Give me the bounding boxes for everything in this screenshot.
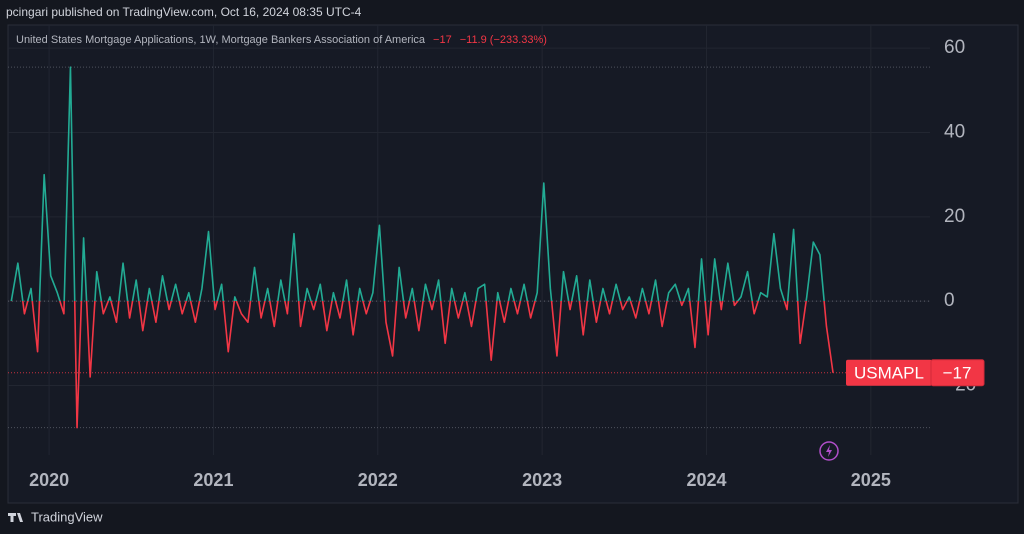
x-tick-label: 2021 (193, 470, 233, 490)
badge-value-bg (930, 359, 985, 387)
y-tick-label: 40 (944, 122, 965, 143)
chart-title: United States Mortgage Applications, 1W,… (16, 34, 426, 46)
chart-frame (7, 24, 1019, 504)
x-tick-label: 2020 (29, 470, 69, 490)
brand: TradingView (8, 509, 103, 524)
legend-header: United States Mortgage Applications, 1W,… (16, 34, 547, 46)
x-tick-label: 2023 (522, 470, 562, 490)
x-tick-label: 2025 (851, 470, 891, 490)
byline: pcingari published on TradingView.com, O… (6, 5, 362, 19)
flash-icon (819, 441, 839, 461)
series-line (10, 66, 834, 429)
change: −11.9 (−233.33%) (460, 34, 547, 46)
badge-name: USMAPL (854, 363, 924, 382)
badge-value: −17 (943, 363, 972, 382)
y-tick-label: 0 (944, 290, 955, 311)
x-tick-label: 2024 (686, 470, 726, 490)
badge-name-bg (846, 359, 932, 386)
y-tick-label: 60 (944, 37, 965, 58)
x-tick-label: 2022 (358, 470, 398, 490)
brand-logo (8, 513, 23, 522)
y-tick-label: 20 (944, 206, 965, 227)
last-value: −17 (433, 34, 452, 46)
brand-name: TradingView (31, 509, 103, 524)
